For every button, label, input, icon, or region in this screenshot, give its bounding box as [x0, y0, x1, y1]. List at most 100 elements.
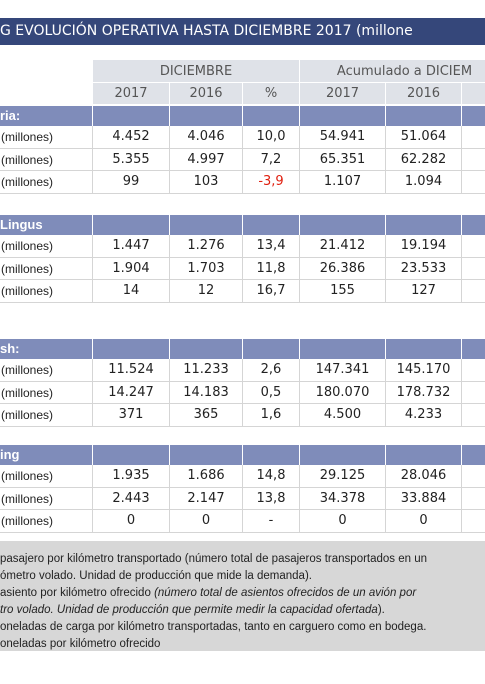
- group-header: DICIEMBRE: [93, 60, 300, 83]
- section-header-cell: [93, 106, 170, 126]
- section-header-cell: [386, 215, 462, 235]
- value-cell: 14,8: [243, 465, 300, 488]
- column-header: [462, 83, 485, 105]
- value-cell: 51.064: [386, 126, 462, 149]
- value-cell: [462, 258, 485, 280]
- value-cell: [462, 280, 485, 303]
- value-cell: 33.884: [386, 487, 462, 510]
- note-text: asiento por kilómetro ofrecido: [0, 587, 155, 599]
- section-header-cell: [386, 106, 462, 126]
- column-header: 2017: [300, 83, 386, 105]
- value-cell: [462, 510, 485, 533]
- value-cell: [462, 382, 485, 404]
- value-cell: 29.125: [300, 465, 386, 488]
- value-cell: 147.341: [300, 359, 386, 382]
- value-cell: 13,8: [243, 487, 300, 510]
- row-label: (millones): [0, 381, 93, 404]
- value-cell: 103: [170, 171, 243, 194]
- value-cell: 0,5: [243, 381, 300, 404]
- section-header-cell: [300, 339, 386, 359]
- value-cell: [462, 488, 485, 510]
- value-cell: 54.941: [300, 126, 386, 149]
- value-cell: [462, 465, 485, 488]
- value-cell: 1.107: [300, 171, 386, 194]
- note-text: (número total de asientos ofrecidos de u…: [154, 587, 417, 599]
- value-cell: 371: [93, 404, 170, 427]
- section-header-cell: [462, 215, 485, 235]
- section-header: sh:: [0, 339, 93, 359]
- value-cell: 65.351: [300, 148, 386, 171]
- value-cell: 12: [170, 280, 243, 303]
- value-cell: -3,9: [243, 171, 300, 194]
- value-cell: 1.686: [170, 465, 243, 488]
- value-cell: 4.500: [300, 404, 386, 427]
- section-header-cell: [462, 339, 485, 359]
- value-cell: 21.412: [300, 235, 386, 258]
- value-cell: 5.355: [93, 148, 170, 171]
- section-header: Lingus: [0, 215, 93, 235]
- row-label: (millones): [0, 465, 93, 488]
- value-cell: 4.233: [386, 404, 462, 427]
- value-cell: 4.997: [170, 148, 243, 171]
- value-cell: 10,0: [243, 126, 300, 149]
- section-header-cell: [170, 106, 243, 126]
- column-header: 2016: [170, 83, 243, 105]
- value-cell: 1.935: [93, 465, 170, 488]
- note-text: ).: [377, 604, 385, 616]
- column-header: 2017: [93, 83, 170, 105]
- column-header: 2016: [386, 83, 462, 105]
- row-label: (millones): [0, 235, 93, 258]
- value-cell: 0: [170, 510, 243, 533]
- section-header-cell: [243, 445, 300, 465]
- section-header-cell: [462, 445, 485, 465]
- section-header: ing: [0, 445, 93, 465]
- value-cell: 14: [93, 280, 170, 303]
- value-cell: 127: [386, 280, 462, 303]
- value-cell: [462, 149, 485, 171]
- value-cell: [462, 126, 485, 149]
- value-cell: 2.443: [93, 487, 170, 510]
- value-cell: 365: [170, 404, 243, 427]
- value-cell: 11.233: [170, 359, 243, 382]
- note-line: tro volado. Unidad de producción que per…: [0, 602, 485, 619]
- section-header-cell: [300, 106, 386, 126]
- row-label: (millones): [0, 148, 93, 171]
- note-text: tro volado. Unidad de producción que per…: [0, 604, 378, 616]
- note-line: pasajero por kilómetro transportado (núm…: [0, 551, 485, 568]
- section-header-cell: [386, 445, 462, 465]
- value-cell: 2,6: [243, 359, 300, 382]
- value-cell: 99: [93, 171, 170, 194]
- value-cell: [462, 235, 485, 258]
- value-cell: 2.147: [170, 487, 243, 510]
- value-cell: 178.732: [386, 381, 462, 404]
- section-header-cell: [243, 215, 300, 235]
- value-cell: 62.282: [386, 148, 462, 171]
- value-cell: 7,2: [243, 148, 300, 171]
- note-text: oneladas de carga por kilómetro transpor…: [0, 621, 427, 633]
- row-label: (millones): [0, 257, 93, 280]
- section-header-cell: [243, 106, 300, 126]
- value-cell: 180.070: [300, 381, 386, 404]
- value-cell: -: [243, 510, 300, 533]
- value-cell: 4.046: [170, 126, 243, 149]
- title-bar: G EVOLUCIÓN OPERATIVA HASTA DICIEMBRE 20…: [0, 18, 485, 45]
- section-header-cell: [93, 339, 170, 359]
- value-cell: 0: [93, 510, 170, 533]
- row-label: (millones): [0, 280, 93, 303]
- section-header-cell: [386, 339, 462, 359]
- value-cell: 0: [386, 510, 462, 533]
- value-cell: 11,8: [243, 257, 300, 280]
- value-cell: 16,7: [243, 280, 300, 303]
- row-label: (millones): [0, 510, 93, 533]
- note-line: oneladas por kilómetro ofrecido: [0, 636, 485, 653]
- value-cell: [462, 359, 485, 382]
- value-cell: 1.094: [386, 171, 462, 194]
- value-cell: 19.194: [386, 235, 462, 258]
- section-header-cell: [243, 339, 300, 359]
- value-cell: 155: [300, 280, 386, 303]
- note-line: ómetro volado. Unidad de producción que …: [0, 568, 485, 585]
- section-header-cell: [300, 215, 386, 235]
- note-line: oneladas de carga por kilómetro transpor…: [0, 619, 485, 636]
- group-header: Acumulado a DICIEM: [300, 60, 485, 83]
